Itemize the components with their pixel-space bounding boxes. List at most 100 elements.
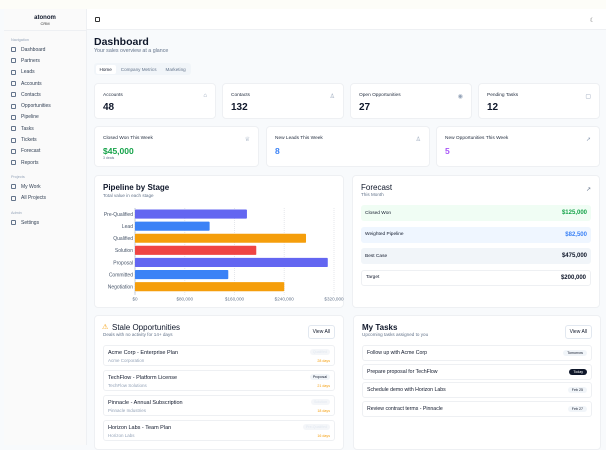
stat-value: 27	[359, 102, 371, 113]
sidebar-item-tickets[interactable]: Tickets	[4, 134, 86, 145]
forecast-subtitle: This Month	[361, 192, 384, 197]
bar-lead[interactable]	[135, 221, 210, 231]
stale-view-all-button[interactable]: View All	[307, 325, 335, 339]
y-tick-label: Solution	[115, 248, 133, 254]
forecast-title: Forecast	[361, 183, 393, 192]
bar-proposal[interactable]	[135, 257, 328, 267]
topbar: ☾	[87, 9, 606, 30]
stale-subtitle: Deals with no activity for 14+ days	[103, 332, 173, 337]
bar-pre-qualified[interactable]	[135, 209, 247, 219]
y-tick-label: Proposal	[113, 260, 133, 266]
user-plus-icon: ♙	[415, 137, 421, 143]
sidebar-item-label: Contacts	[21, 91, 41, 98]
tab-marketing[interactable]: Marketing	[165, 66, 186, 72]
logo[interactable]: atonom CRM	[4, 9, 86, 31]
stat-value: 132	[231, 102, 248, 113]
forecast-row-weighted-pipeline: Weighted Pipeline $82,500	[361, 226, 591, 243]
clipboard-icon: ▢	[585, 94, 591, 100]
stale-item[interactable]: Pinnacle - Annual Subscription Pinnacle I…	[103, 395, 335, 416]
bar-negotiation[interactable]	[135, 282, 285, 292]
sidebar-item-label: Pipeline	[21, 114, 39, 121]
sidebar-item-contacts[interactable]: Contacts	[4, 89, 86, 100]
moon-icon[interactable]: ☾	[589, 18, 595, 24]
sidebar-toggle-icon[interactable]	[95, 17, 100, 22]
tasks-icon	[11, 126, 16, 132]
tab-company-metrics[interactable]: Company Metrics	[120, 66, 157, 72]
all-projects-icon	[11, 195, 16, 201]
y-tick-label: Lead	[122, 224, 133, 230]
stale-item[interactable]: Acme Corp - Enterprise Plan Acme Corporat…	[103, 345, 335, 366]
weekly-card-new-leads-this-week: New Leads This Week 8 ♙	[266, 126, 430, 167]
trending-up-icon: ↗	[585, 187, 591, 193]
stale-card: ⚠ Stale Opportunities Deals with no acti…	[94, 315, 344, 450]
stale-item[interactable]: TechFlow - Platform License TechFlow Solu…	[103, 370, 335, 391]
due-badge: Tomorrow	[563, 350, 587, 356]
task-item[interactable]: Review contract terms - Pinnacle Feb 27	[362, 400, 592, 417]
tasks-card: My Tasks Upcoming tasks assigned to you …	[353, 315, 601, 450]
bar-qualified[interactable]	[135, 233, 307, 243]
stat-value: 48	[103, 102, 115, 113]
due-badge: Feb 27	[567, 405, 587, 412]
stage-badge: Pre-Qualified	[303, 424, 330, 430]
stale-item-name: Horizon Labs - Team Plan	[108, 425, 172, 431]
tasks-view-all-button[interactable]: View All	[564, 325, 592, 339]
contacts-icon	[11, 92, 16, 98]
task-item[interactable]: Schedule demo with Horizon Labs Feb 25	[362, 382, 592, 398]
sidebar-item-opportunities[interactable]: Opportunities	[4, 100, 86, 111]
bar-committed[interactable]	[135, 270, 229, 280]
sidebar-item-accounts[interactable]: Accounts	[4, 78, 86, 89]
tab-home[interactable]: Home	[95, 64, 116, 74]
pipeline-icon	[11, 114, 16, 120]
rocket-icon: ➚	[585, 137, 591, 143]
my-work-icon	[11, 184, 16, 190]
accounts-icon	[11, 81, 16, 87]
sidebar-item-dashboard[interactable]: Dashboard	[4, 44, 86, 55]
brand-name: atonom	[34, 15, 56, 21]
sidebar-item-label: Tickets	[21, 137, 37, 144]
section-label: Admin	[11, 210, 22, 215]
page-subtitle: Your sales overview at a glance	[94, 48, 169, 54]
partners-icon	[11, 58, 16, 64]
sidebar-item-forecast[interactable]: Forecast	[4, 146, 86, 157]
y-tick-label: Committed	[109, 272, 133, 278]
sidebar: atonom CRM Navigation Dashboard Partners Le…	[4, 9, 87, 445]
sidebar-item-label: Tasks	[21, 125, 34, 132]
stale-item[interactable]: Horizon Labs - Team Plan Horizon Labs Pre-…	[103, 420, 335, 441]
sidebar-item-partners[interactable]: Partners	[4, 55, 86, 66]
sidebar-item-all-projects[interactable]: All Projects	[4, 193, 86, 204]
sidebar-item-reports[interactable]: Reports	[4, 157, 86, 168]
section-label: Projects	[11, 175, 25, 180]
stat-label: Open Opportunities	[359, 93, 401, 98]
reports-icon	[11, 160, 16, 166]
due-badge: Feb 25	[567, 387, 587, 393]
x-tick-label: $0	[132, 297, 138, 302]
warning-icon: ⚠	[102, 324, 109, 331]
stale-item-name: Pinnacle - Annual Subscription	[108, 400, 183, 406]
task-name: Prepare proposal for TechFlow	[367, 368, 438, 375]
target-icon: ◉	[457, 94, 463, 100]
sidebar-item-tasks[interactable]: Tasks	[4, 123, 86, 134]
sidebar-item-my-work[interactable]: My Work	[4, 181, 86, 192]
stat-card-accounts: Accounts 48 ⌂	[94, 83, 216, 119]
sidebar-item-pipeline[interactable]: Pipeline	[4, 112, 86, 123]
y-tick-label: Qualified	[113, 236, 133, 242]
stale-title: Stale Opportunities	[112, 323, 181, 332]
pipeline-subtitle: Total value in each stage	[103, 193, 154, 198]
weekly-label: New Leads This Week	[275, 136, 323, 141]
sidebar-item-leads[interactable]: Leads	[4, 67, 86, 78]
task-item[interactable]: Follow up with Acme Corp Tomorrow	[362, 345, 592, 361]
pipeline-card: Pipeline by Stage Total value in each st…	[94, 175, 344, 308]
forecast-icon	[11, 148, 16, 154]
sidebar-item-settings[interactable]: Settings	[4, 217, 86, 228]
bar-solution[interactable]	[135, 245, 257, 255]
dashboard-icon	[11, 47, 16, 53]
section-label: Navigation	[11, 38, 29, 42]
pipeline-chart: $0 $80,000 $160,000 $240,000 $320,000 Pre-Qua…	[104, 208, 344, 302]
leads-icon	[11, 69, 16, 75]
stale-item-company: Horizon Labs	[108, 433, 135, 438]
task-item[interactable]: Prepare proposal for TechFlow Today	[362, 363, 592, 380]
stale-item-name: TechFlow - Platform License	[108, 375, 178, 381]
due-badge: Today	[569, 368, 587, 375]
stale-item-company: Acme Corporation	[108, 358, 145, 363]
sidebar-item-label: Accounts	[21, 80, 42, 87]
